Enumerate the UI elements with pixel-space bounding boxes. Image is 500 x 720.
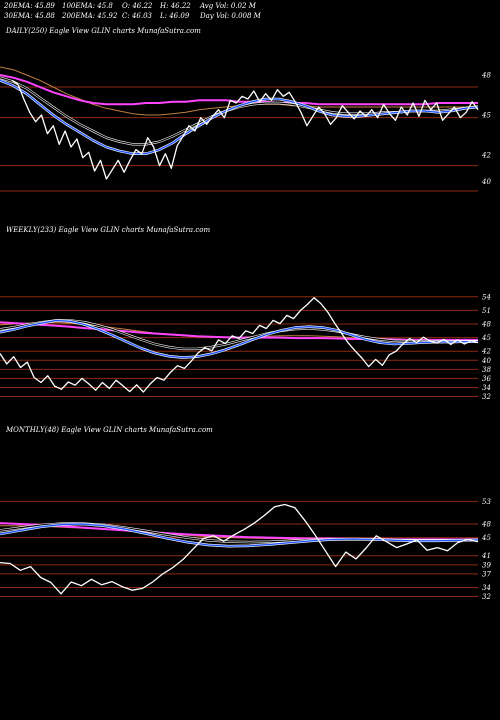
daily-panel-title: DAILY(250) Eagle View GLIN charts Munafa… (6, 27, 201, 35)
ema20-stat: 20EMA: 45.89 (4, 2, 55, 10)
daily-y-tick: 48 (481, 72, 491, 80)
avg-vol-stat: Avg Vol: 0.02 M (200, 2, 256, 10)
weekly-y-tick: 51 (482, 307, 491, 315)
monthly-y-tick: 37 (482, 570, 491, 578)
weekly-panel-title: WEEKLY(233) Eagle View GLIN charts Munaf… (6, 226, 211, 234)
weekly-y-tick: 32 (482, 393, 491, 401)
weekly-price-line (0, 297, 479, 393)
weekly-y-tick: 42 (481, 348, 491, 356)
monthly-y-tick: 53 (482, 498, 491, 506)
weekly-y-tick: 45 (481, 334, 491, 342)
monthly-y-tick: 32 (482, 593, 491, 601)
ema100-stat: 100EMA: 45.8 (62, 2, 113, 10)
monthly-y-tick: 39 (482, 561, 491, 569)
monthly-panel-title: MONTHLY(48) Eagle View GLIN charts Munaf… (6, 426, 213, 434)
weekly-y-tick: 40 (481, 357, 491, 365)
header-stats: 20EMA: 45.89 30EMA: 45.88 100EMA: 45.8 2… (4, 1, 261, 61)
daily-y-tick: 42 (481, 152, 491, 160)
close-stat: C: 46.03 (122, 12, 152, 20)
monthly-y-tick: 41 (481, 552, 491, 560)
open-stat: O: 46.22 (122, 2, 153, 10)
weekly-ema20-line (0, 319, 478, 359)
weekly-y-tick: 36 (482, 375, 491, 383)
low-stat: L: 46.09 (160, 12, 190, 20)
weekly-y-tick: 38 (482, 366, 491, 374)
monthly-ema20-line (0, 523, 479, 547)
weekly-y-tick: 54 (482, 293, 491, 301)
daily-price-line (11, 79, 479, 180)
daily-chart: 48 45 42 40 (0, 66, 491, 192)
daily-ema20-line (0, 79, 479, 155)
ema30-stat: 30EMA: 45.88 (4, 12, 55, 20)
daily-y-tick: 40 (481, 178, 491, 186)
weekly-ema30-line (0, 319, 478, 350)
high-stat: H: 46.22 (160, 2, 191, 10)
daily-ema20-line (0, 79, 479, 155)
monthly-price-line (0, 503, 479, 595)
daily-y-tick: 45 (481, 112, 491, 120)
weekly-y-tick: 48 (481, 321, 491, 329)
ema200-stat: 200EMA: 45.92 (62, 12, 118, 20)
monthly-y-tick: 48 (481, 521, 491, 529)
day-vol-stat: Day Vol: 0.008 M (200, 12, 261, 20)
monthly-y-tick: 34 (482, 584, 491, 592)
monthly-y-tick: 45 (481, 534, 491, 542)
daily-ema200-line (0, 74, 478, 106)
weekly-y-tick: 34 (482, 384, 491, 392)
